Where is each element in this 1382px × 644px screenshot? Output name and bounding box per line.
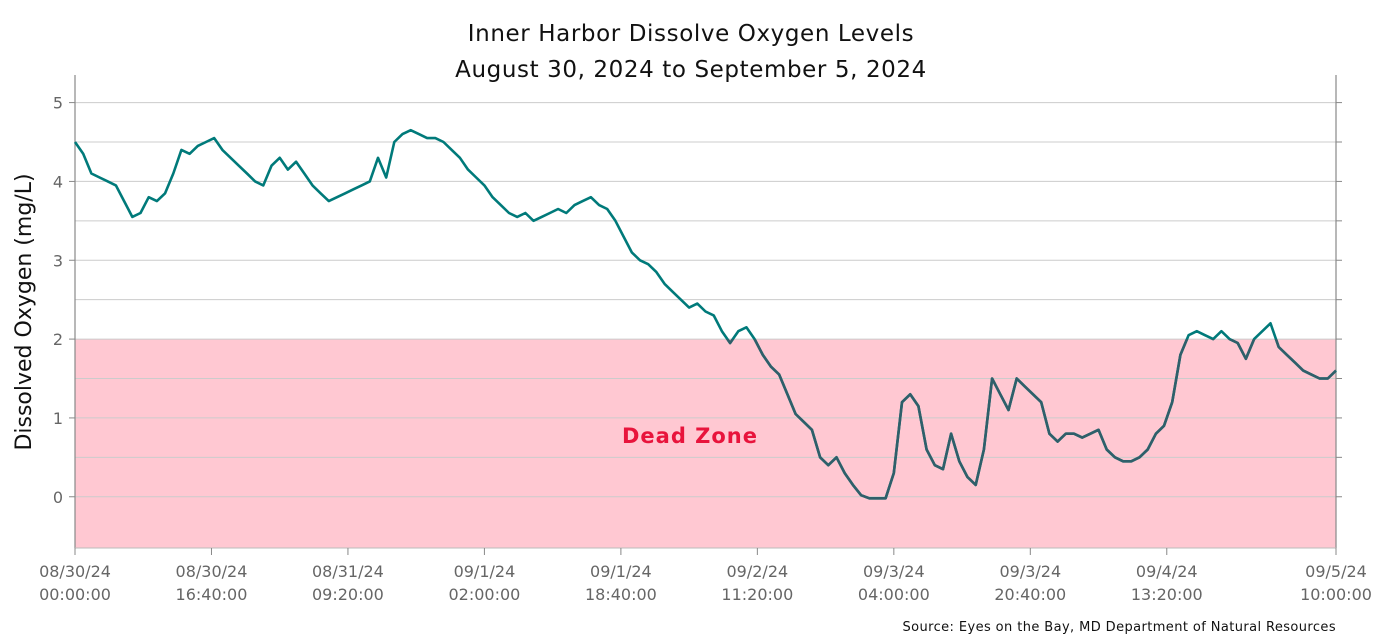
- x-tick-date: 09/4/24: [1136, 562, 1198, 581]
- axes: [74, 75, 1337, 549]
- x-tick-date: 09/3/24: [863, 562, 925, 581]
- x-tick-date: 09/1/24: [590, 562, 652, 581]
- x-tick-time: 04:00:00: [858, 585, 930, 604]
- x-tick-date: 08/31/24: [312, 562, 384, 581]
- y-tick-label: 4: [53, 172, 63, 191]
- x-tick-time: 16:40:00: [176, 585, 248, 604]
- x-tick-time: 10:00:00: [1300, 585, 1372, 604]
- series-line-dead-zone-segment: [725, 339, 1336, 500]
- x-tick-date: 09/3/24: [999, 562, 1061, 581]
- x-tick-date: 08/30/24: [39, 562, 111, 581]
- y-tick-label: 3: [53, 251, 63, 270]
- x-tick-time: 02:00:00: [448, 585, 520, 604]
- chart-subtitle: August 30, 2024 to September 5, 2024: [455, 57, 927, 83]
- x-tick-time: 20:40:00: [994, 585, 1066, 604]
- x-tick-date: 09/1/24: [454, 562, 516, 581]
- x-tick-date: 09/2/24: [727, 562, 789, 581]
- x-axis-ticks: 08/30/24 00:00:00 08/30/24 16:40:00 08/31/24…: [39, 548, 1372, 604]
- source-note: Source: Eyes on the Bay, MD Department o…: [903, 620, 1337, 635]
- x-tick-date: 09/5/24: [1305, 562, 1367, 581]
- dead-zone-label: Dead Zone: [622, 424, 758, 448]
- y-axis-ticks: 0 1 2 3 4 5: [53, 94, 1342, 507]
- gridlines: [75, 102, 1336, 498]
- x-tick-time: 18:40:00: [585, 585, 657, 604]
- y-tick-label: 5: [53, 94, 63, 113]
- y-tick-label: 0: [53, 488, 63, 507]
- x-tick-time: 11:20:00: [721, 585, 793, 604]
- chart-title: Inner Harbor Dissolve Oxygen Levels: [468, 21, 914, 47]
- x-tick-time: 09:20:00: [312, 585, 384, 604]
- y-axis-label: Dissolved Oxygen (mg/L): [12, 173, 37, 450]
- x-tick-time: 13:20:00: [1131, 585, 1203, 604]
- x-tick-time: 00:00:00: [39, 585, 111, 604]
- x-tick-date: 08/30/24: [176, 562, 248, 581]
- y-tick-label: 2: [53, 330, 63, 349]
- y-tick-label: 1: [53, 409, 63, 428]
- dead-zone-region: [75, 339, 1336, 548]
